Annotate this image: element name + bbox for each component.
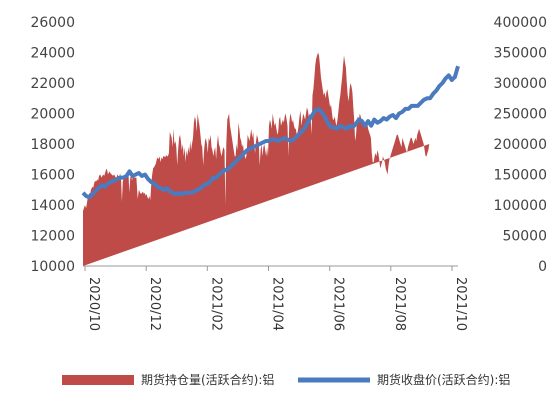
left-y-tick-label: 22000 bbox=[30, 76, 75, 92]
left-y-tick-label: 20000 bbox=[30, 107, 75, 123]
close-price-line-series bbox=[81, 65, 460, 200]
legend-area-swatch bbox=[62, 375, 134, 385]
right-y-tick-label: 150000 bbox=[494, 168, 547, 184]
left-y-tick-label: 26000 bbox=[30, 15, 75, 31]
right-y-tick-label: 400000 bbox=[494, 15, 547, 31]
right-y-tick-label: 250000 bbox=[494, 107, 547, 123]
open-interest-area-series bbox=[83, 52, 430, 266]
left-y-tick-label: 24000 bbox=[30, 46, 75, 62]
x-tick-label: 2021/02 bbox=[208, 277, 223, 331]
open-interest-area bbox=[83, 52, 430, 266]
plot-area bbox=[81, 52, 460, 267]
legend-line-label: 期货收盘价(活跃合约):铝 bbox=[377, 372, 510, 387]
x-tick-label: 2021/06 bbox=[331, 277, 346, 331]
left-y-axis: 10000 12000 14000 16000 18000 20000 22000 24000… bbox=[30, 15, 75, 275]
x-tick-label: 2021/10 bbox=[453, 277, 468, 331]
left-y-tick-label: 16000 bbox=[30, 168, 75, 184]
right-y-tick-label: 100000 bbox=[494, 198, 547, 214]
right-y-tick-label: 350000 bbox=[494, 46, 547, 62]
right-y-tick-label: 200000 bbox=[494, 137, 547, 153]
right-y-tick-label: 50000 bbox=[502, 229, 547, 245]
x-tick-label: 2020/12 bbox=[147, 277, 162, 331]
left-y-tick-label: 12000 bbox=[30, 229, 75, 245]
x-axis: 2020/10 2020/12 2021/02 2021/04 2021/06 2021/… bbox=[84, 266, 468, 331]
legend: 期货持仓量(活跃合约):铝 期货收盘价(活跃合约):铝 bbox=[62, 372, 510, 387]
left-y-tick-label: 10000 bbox=[30, 259, 75, 275]
right-y-axis: 0 50000 100000 150000 200000 250000 300000 3500… bbox=[494, 15, 547, 275]
left-y-tick-label: 14000 bbox=[30, 198, 75, 214]
right-y-tick-label: 0 bbox=[538, 259, 547, 275]
right-y-tick-label: 300000 bbox=[494, 76, 547, 92]
x-tick-label: 2021/04 bbox=[270, 277, 285, 331]
x-tick-label: 2021/08 bbox=[392, 277, 407, 331]
x-tick-label: 2020/10 bbox=[86, 277, 101, 331]
left-y-tick-label: 18000 bbox=[30, 137, 75, 153]
legend-area-label: 期货持仓量(活跃合约):铝 bbox=[141, 372, 274, 387]
close-price-line bbox=[81, 65, 460, 200]
